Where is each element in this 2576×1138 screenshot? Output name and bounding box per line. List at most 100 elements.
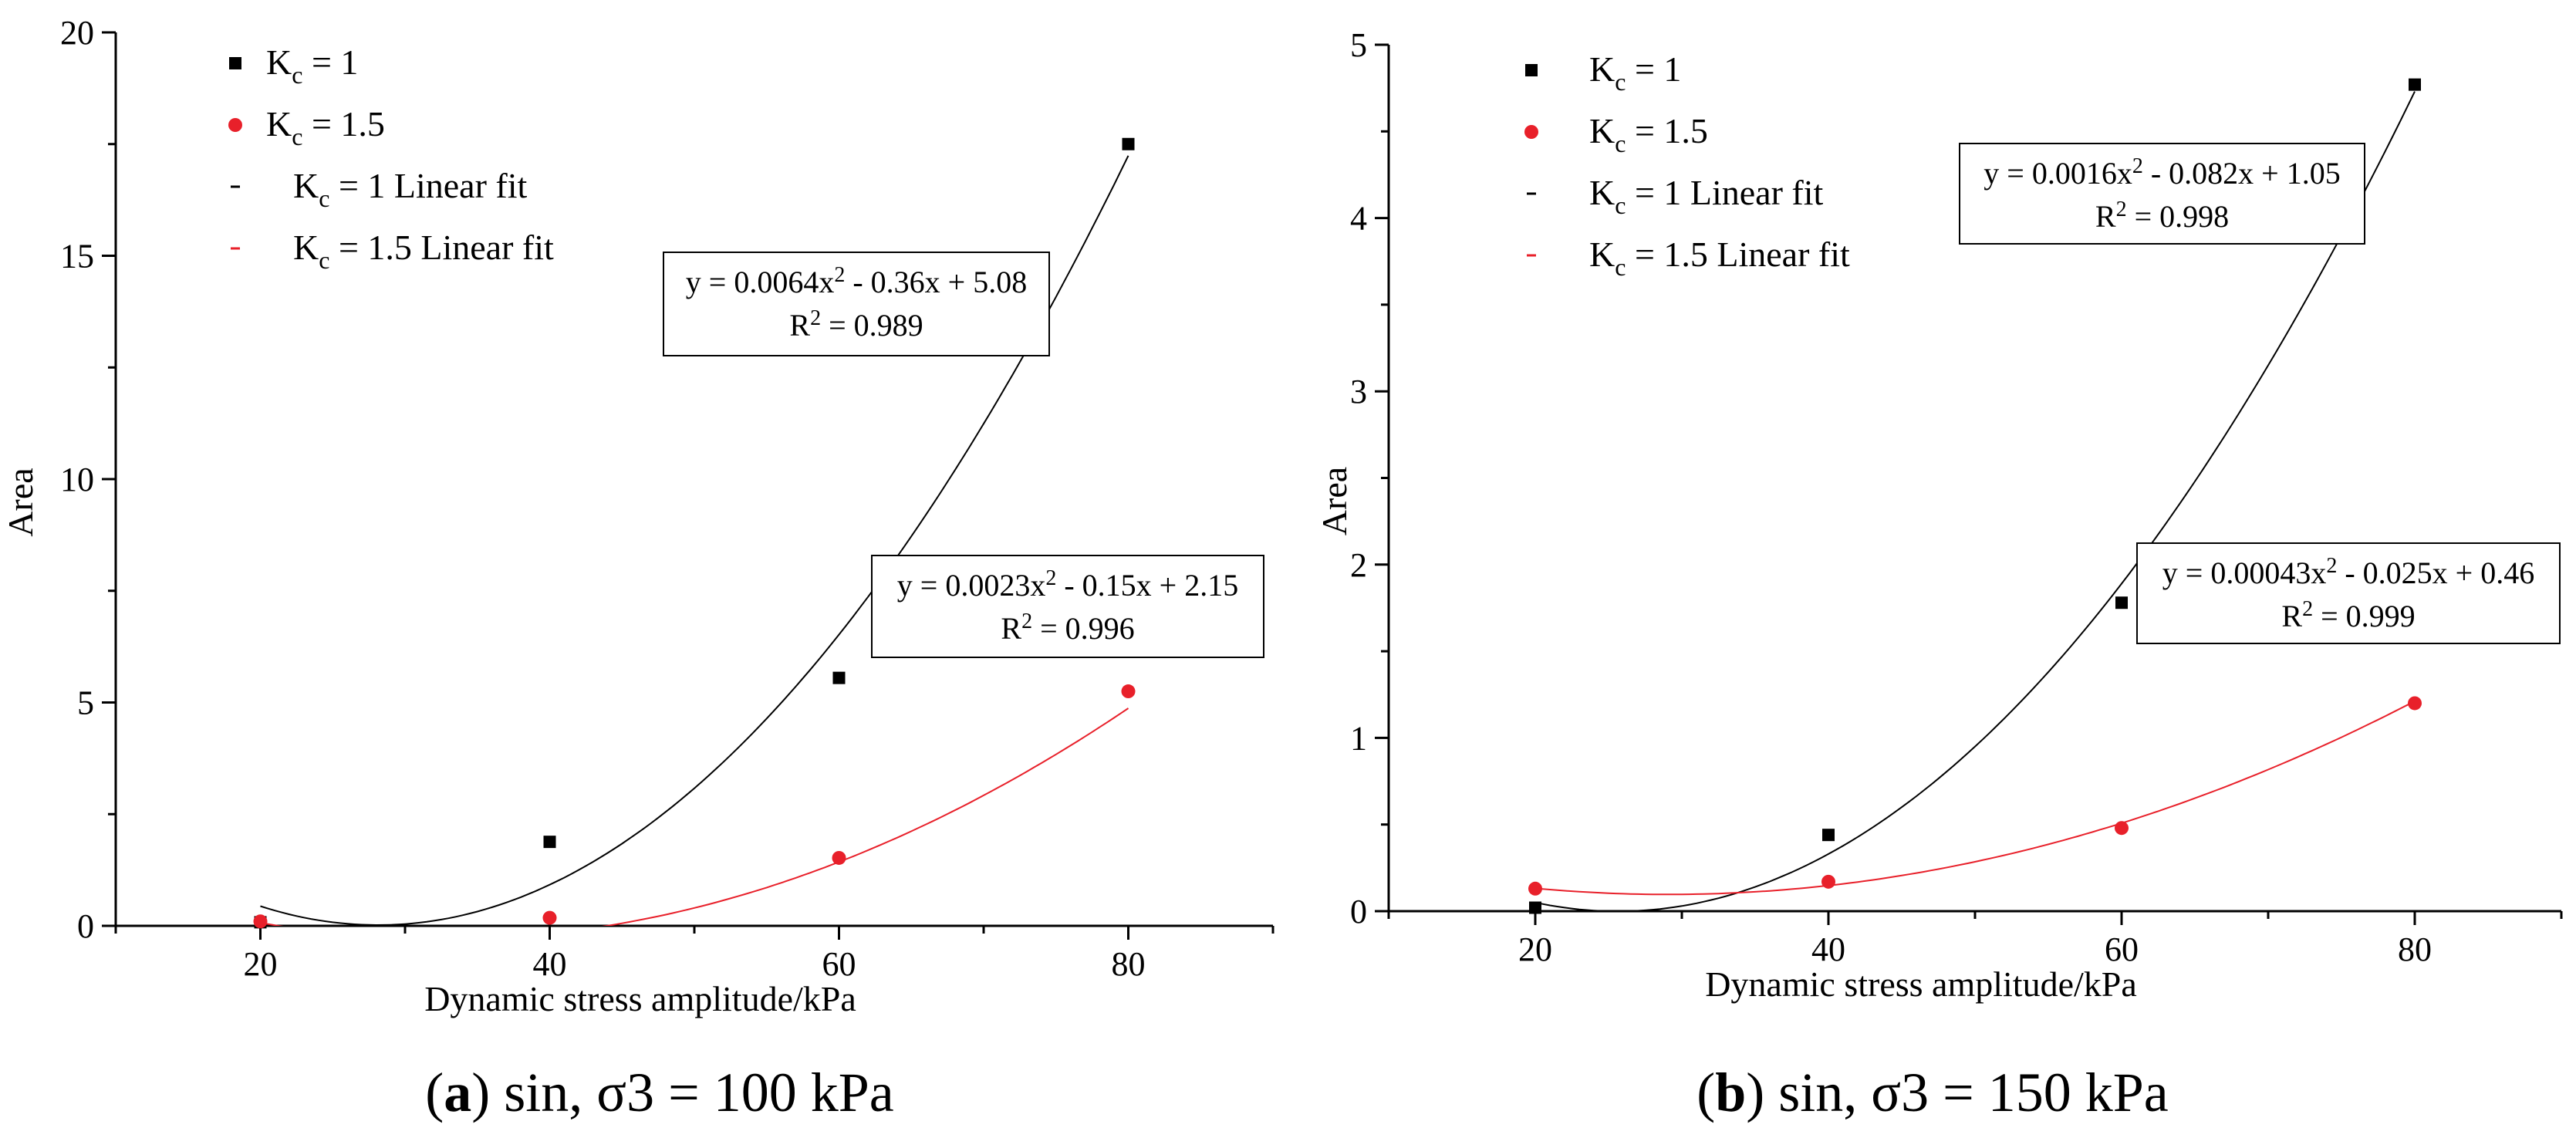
x-tick-label: 20 (1518, 930, 1552, 968)
data-point-kc1 (1529, 901, 1541, 914)
legend-entry: Kc = 1.5 (266, 104, 385, 150)
legend-text-base: K (1589, 111, 1615, 150)
equation-exponent: 2 (2326, 554, 2337, 578)
legend-text-sub: c (1615, 191, 1626, 219)
x-tick-label: 40 (1811, 930, 1845, 968)
legend-entry: Kc = 1.5 (1589, 111, 1708, 157)
legend-text-base: K (1589, 173, 1615, 212)
panel-caption: (b) sin, σ3 = 150 kPa (1697, 1062, 2168, 1123)
legend-text-sub: c (319, 246, 329, 274)
caption-paren-close: ) (471, 1062, 490, 1123)
y-tick-label: 0 (1350, 893, 1367, 930)
legend-text-rest: = 1.5 Linear fit (329, 228, 554, 267)
legend-entry: Kc = 1 Linear fit (1589, 173, 1824, 219)
equation-exponent: 2 (834, 263, 845, 287)
y-tick-label: 5 (1350, 26, 1367, 64)
legend-text-base: K (293, 228, 319, 267)
legend-text-base: K (293, 166, 319, 205)
caption-letter: a (444, 1062, 471, 1123)
equation-text: y = 0.0064x2 - 0.36x + 5.08 (686, 263, 1027, 299)
equation-suffix: - 0.082x + 1.05 (2143, 156, 2341, 191)
legend-text-sub: c (1615, 130, 1626, 157)
equation-suffix: - 0.15x + 2.15 (1056, 568, 1238, 603)
r-squared-text: R2 = 0.996 (1001, 610, 1134, 646)
legend-text-rest: = 1.5 (302, 104, 384, 144)
r-squared-exponent: 2 (1021, 610, 1032, 633)
r-squared-value: = 0.989 (821, 308, 923, 343)
r-squared-label: R (789, 308, 810, 343)
legend-entry: Kc = 1 (266, 42, 358, 89)
legend-text-base: K (266, 42, 292, 82)
legend-text-sub: c (1615, 68, 1626, 96)
r-squared-label: R (2281, 599, 2302, 633)
data-point-kc1-5 (1821, 874, 1835, 889)
data-point-kc1-5 (253, 914, 268, 929)
r-squared-value: = 0.999 (2313, 599, 2416, 633)
legend-text-sub: c (319, 184, 329, 212)
equation-box (1959, 143, 2365, 245)
legend-text-rest: = 1.5 Linear fit (1626, 235, 1850, 274)
x-tick-label: 60 (822, 945, 856, 983)
r-squared-exponent: 2 (2302, 597, 2313, 621)
x-axis-label: Dynamic stress amplitude/kPa (1705, 964, 2137, 1004)
caption-text: sin, σ3 = 150 kPa (1764, 1062, 2168, 1123)
data-point-kc1-5 (542, 910, 557, 925)
legend-text-rest: = 1 (302, 42, 358, 82)
y-axis-label: Area (1315, 467, 1354, 535)
y-tick-label: 1 (1350, 719, 1367, 757)
equation-text: y = 0.0023x2 - 0.15x + 2.15 (897, 566, 1238, 603)
chart-panel-b: 0 1 2 3 4 5 20 40 60 80 Dynamic stress amplitude/k… (1315, 26, 2563, 1123)
data-point-kc1 (543, 836, 556, 849)
legend-entry: Kc = 1 (1589, 49, 1681, 96)
data-point-kc1 (1822, 829, 1835, 842)
y-tick-label: 2 (1350, 546, 1367, 584)
legend-text-base: K (266, 104, 292, 144)
legend-text-rest: = 1 (1626, 49, 1681, 89)
legend-text-rest: = 1 Linear fit (1626, 173, 1823, 212)
y-tick-label: 15 (60, 238, 94, 275)
r-squared-value: = 0.996 (1032, 611, 1135, 646)
r-squared-exponent: 2 (2116, 198, 2127, 221)
data-point-kc1 (2409, 78, 2421, 91)
data-point-kc1-5 (2115, 821, 2129, 836)
equation-suffix: - 0.025x + 0.46 (2337, 555, 2534, 590)
equation-prefix: y = 0.0064x (686, 265, 835, 299)
y-tick-label: 4 (1350, 200, 1367, 238)
legend-text-sub: c (1615, 253, 1626, 281)
r-squared-exponent: 2 (810, 306, 821, 330)
data-point-kc1-5 (832, 850, 846, 865)
legend-text-base: K (1589, 235, 1615, 274)
r-squared-value: = 0.998 (2127, 199, 2230, 234)
fit-curve-kc1 (1534, 91, 2416, 911)
legend-marker-square (1525, 64, 1538, 76)
caption-letter: b (1715, 1062, 1746, 1123)
fit-curve-kc1-5 (260, 707, 1129, 926)
y-tick-label: 5 (77, 684, 94, 722)
r-squared-label: R (2095, 199, 2116, 234)
x-tick-label: 20 (244, 945, 278, 983)
data-point-kc1 (832, 671, 846, 684)
panel-caption: (a) sin, σ3 = 100 kPa (425, 1062, 893, 1123)
x-tick-label: 80 (1112, 945, 1146, 983)
legend-text-base: K (1589, 49, 1615, 89)
r-squared-label: R (1001, 611, 1021, 646)
y-axis-label: Area (1, 468, 40, 536)
x-tick-label: 60 (2105, 930, 2139, 968)
caption-paren-close: ) (1746, 1062, 1764, 1123)
y-tick-label: 3 (1350, 373, 1367, 410)
x-axis-label: Dynamic stress amplitude/kPa (424, 979, 856, 1018)
legend-marker-circle (1524, 125, 1538, 139)
x-tick-label: 40 (533, 945, 567, 983)
y-tick-label: 20 (60, 14, 94, 52)
r-squared-text: R2 = 0.999 (2281, 597, 2415, 633)
caption-paren-open: ( (1697, 1062, 1715, 1123)
caption-paren-open: ( (425, 1062, 444, 1123)
data-point-kc1-5 (1528, 881, 1542, 896)
y-tick-label: 10 (60, 461, 94, 498)
legend-text-sub: c (292, 61, 302, 89)
r-squared-text: R2 = 0.989 (789, 306, 923, 343)
equation-text: y = 0.0016x2 - 0.082x + 1.05 (1983, 154, 2340, 191)
caption-text: sin, σ3 = 100 kPa (490, 1062, 893, 1123)
legend-entry: Kc = 1.5 Linear fit (1589, 235, 1850, 281)
